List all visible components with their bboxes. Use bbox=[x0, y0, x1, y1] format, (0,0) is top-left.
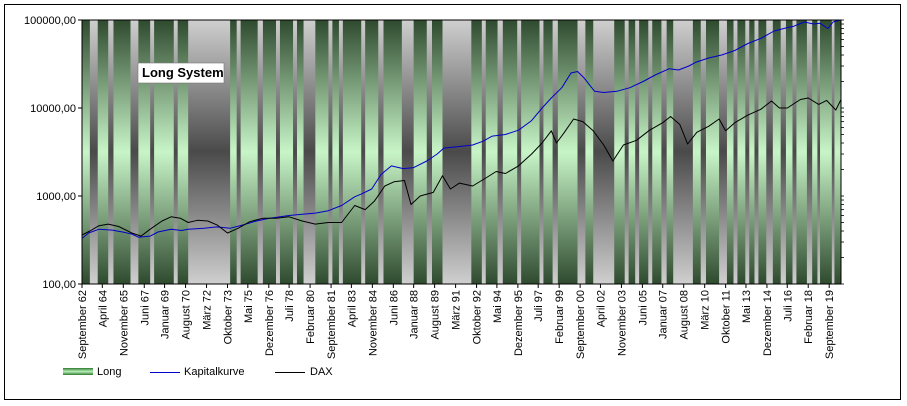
out-of-market-band-2 bbox=[130, 20, 139, 284]
legend-label-dax: DAX bbox=[310, 366, 333, 378]
out-of-market-band-22 bbox=[552, 20, 558, 284]
x-tick-label: November 84 bbox=[367, 290, 379, 356]
out-of-market-band-40 bbox=[831, 20, 835, 284]
out-of-market-band-16 bbox=[426, 20, 433, 284]
x-tick-label: September 19 bbox=[824, 290, 836, 359]
out-of-market-band-32 bbox=[733, 20, 738, 284]
x-tick-label: Dezember 95 bbox=[513, 290, 525, 356]
out-of-market-band-34 bbox=[754, 20, 759, 284]
out-of-market-band-3 bbox=[150, 20, 155, 284]
out-of-market-band-31 bbox=[719, 20, 727, 284]
out-of-market-band-33 bbox=[745, 20, 750, 284]
x-tick-label: Oktober 92 bbox=[472, 290, 484, 344]
out-of-market-band-4 bbox=[173, 20, 178, 284]
y-tick-label: 1000,00 bbox=[36, 191, 76, 203]
x-tick-label: Januar 69 bbox=[160, 290, 172, 339]
out-of-market-band-13 bbox=[361, 20, 366, 284]
out-of-market-band-37 bbox=[792, 20, 797, 284]
out-of-market-band-9 bbox=[293, 20, 297, 284]
x-tick-label: Januar 88 bbox=[409, 290, 421, 339]
out-of-market-band-7 bbox=[257, 20, 263, 284]
x-tick-label: Mai 94 bbox=[492, 290, 504, 323]
out-of-market-band-5 bbox=[188, 20, 231, 284]
out-of-market-band-20 bbox=[517, 20, 522, 284]
chart-title: Long System bbox=[142, 65, 224, 80]
x-tick-label: Dezember 14 bbox=[762, 290, 774, 356]
x-tick-label: August 08 bbox=[679, 290, 691, 340]
out-of-market-band-28 bbox=[661, 20, 667, 284]
x-tick-label: Oktober 11 bbox=[721, 290, 733, 344]
y-axis: 100000,00 10000,00 1000,00 100,00 bbox=[24, 15, 844, 291]
x-tick-label: September 62 bbox=[77, 290, 89, 359]
out-of-market-band-23 bbox=[577, 20, 586, 284]
x-tick-label: April 83 bbox=[346, 290, 358, 327]
out-of-market-bands bbox=[89, 20, 835, 284]
x-tick-label: April 64 bbox=[97, 290, 109, 327]
out-of-market-band-24 bbox=[593, 20, 615, 284]
out-of-market-band-30 bbox=[700, 20, 706, 284]
x-tick-label: Juni 86 bbox=[388, 290, 400, 325]
x-axis: September 62 April 64 November 65 Juni 67 Ja… bbox=[77, 284, 836, 359]
plot-border bbox=[81, 19, 842, 285]
x-tick-label: Februar 99 bbox=[554, 290, 566, 344]
out-of-market-band-18 bbox=[481, 20, 486, 284]
x-tick-label: November 65 bbox=[118, 290, 130, 356]
chart-title-box: Long System bbox=[137, 62, 225, 84]
x-tick-label: April 02 bbox=[595, 290, 607, 327]
out-of-market-band-21 bbox=[539, 20, 544, 284]
x-tick-label: September 00 bbox=[575, 290, 587, 359]
x-tick-label: November 03 bbox=[616, 290, 628, 356]
y-tick-label: 100,00 bbox=[42, 279, 76, 291]
y-tick-label: 100000,00 bbox=[24, 15, 76, 27]
legend-swatch-long bbox=[63, 368, 93, 375]
x-tick-label: Dezember 76 bbox=[264, 290, 276, 356]
out-of-market-band-29 bbox=[673, 20, 693, 284]
out-of-market-band-11 bbox=[328, 20, 333, 284]
series-line-kapitalkurve bbox=[81, 19, 840, 239]
x-tick-label: März 91 bbox=[451, 290, 463, 330]
out-of-market-band-12 bbox=[338, 20, 343, 284]
chart-svg: 100000,00 10000,00 1000,00 100,00 September… bbox=[24, 15, 844, 359]
series-lines bbox=[81, 19, 842, 239]
y-tick-label: 10000,00 bbox=[30, 103, 76, 115]
out-of-market-band-39 bbox=[817, 20, 821, 284]
x-tick-label: Juli 78 bbox=[284, 290, 296, 322]
out-of-market-band-1 bbox=[108, 20, 114, 284]
out-of-market-band-0 bbox=[89, 20, 98, 284]
x-tick-label: Juli 16 bbox=[782, 290, 794, 322]
legend-label-long: Long bbox=[97, 366, 122, 378]
x-tick-label: September 81 bbox=[326, 290, 338, 359]
out-of-market-band-6 bbox=[236, 20, 241, 284]
x-tick-label: August 70 bbox=[181, 290, 193, 340]
legend-label-kapitalkurve: Kapitalkurve bbox=[184, 366, 245, 378]
out-of-market-band-19 bbox=[497, 20, 503, 284]
out-of-market-band-38 bbox=[806, 20, 813, 284]
out-of-market-band-15 bbox=[401, 20, 414, 284]
x-tick-label: Februar 18 bbox=[803, 290, 815, 344]
x-tick-label: Mai 13 bbox=[741, 290, 753, 323]
out-of-market-band-36 bbox=[780, 20, 786, 284]
series-line-dax bbox=[81, 97, 842, 237]
x-tick-label: Juni 67 bbox=[139, 290, 151, 325]
x-tick-label: März 72 bbox=[202, 290, 214, 330]
out-of-market-band-27 bbox=[648, 20, 653, 284]
x-tick-label: Juni 05 bbox=[637, 290, 649, 325]
out-of-market-band-17 bbox=[442, 20, 472, 284]
out-of-market-band-10 bbox=[303, 20, 316, 284]
x-tick-label: Juli 97 bbox=[533, 290, 545, 322]
legend-swatch-kapitalkurve bbox=[150, 372, 180, 373]
out-of-market-band-35 bbox=[766, 20, 773, 284]
x-tick-label: Mai 75 bbox=[243, 290, 255, 323]
chart-frame: 100000,00 10000,00 1000,00 100,00 September… bbox=[4, 4, 901, 400]
x-tick-label: März 10 bbox=[700, 290, 712, 330]
x-tick-label: Oktober 73 bbox=[223, 290, 235, 344]
out-of-market-band-14 bbox=[378, 20, 384, 284]
x-tick-label: August 89 bbox=[430, 290, 442, 340]
out-of-market-band-25 bbox=[624, 20, 629, 284]
x-tick-label: Januar 07 bbox=[658, 290, 670, 339]
legend-swatch-dax bbox=[275, 372, 305, 373]
x-tick-label: Februar 80 bbox=[305, 290, 317, 344]
out-of-market-band-26 bbox=[635, 20, 640, 284]
out-of-market-band-8 bbox=[276, 20, 280, 284]
